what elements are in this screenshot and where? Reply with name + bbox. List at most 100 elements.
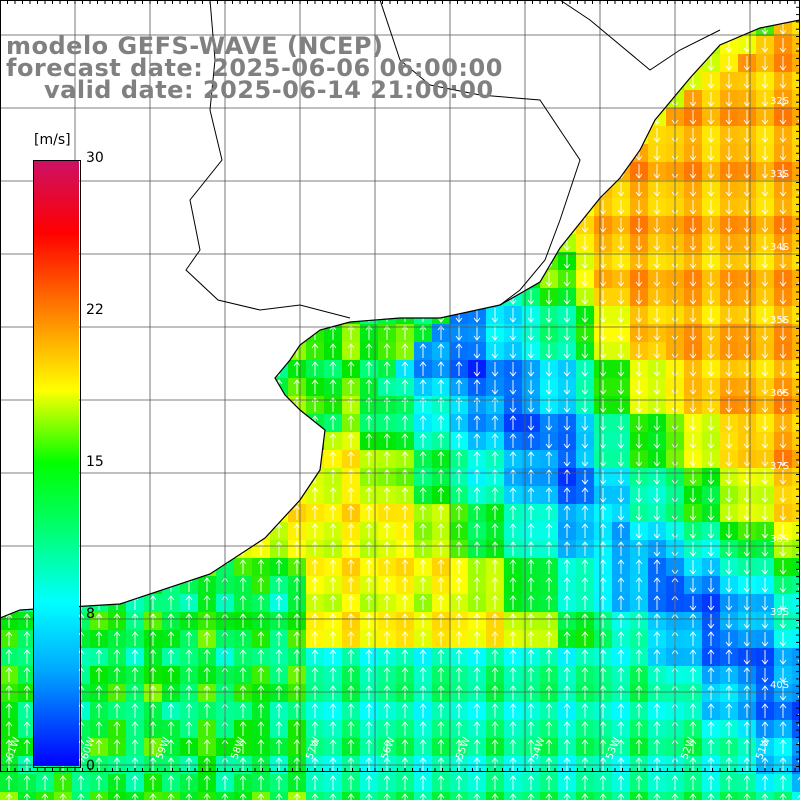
wind-cell [180, 108, 198, 126]
wind-arrow [203, 181, 211, 196]
forecast-date: forecast date: 2025-06-06 06:00:00 [6, 54, 503, 82]
wind-arrow [455, 290, 463, 305]
wind-arrow [599, 92, 607, 107]
river-border [185, 0, 721, 319]
wind-arrow [437, 343, 445, 358]
wind-cell [198, 414, 216, 432]
wind-cell [90, 360, 108, 378]
wind-arrow [185, 235, 193, 250]
wind-arrow [275, 613, 283, 628]
wind-cell [396, 36, 414, 54]
wind-cell [144, 126, 162, 144]
wind-arrow [635, 524, 643, 539]
wind-arrow [653, 218, 661, 233]
wind-arrow [329, 200, 337, 215]
wind-arrow [293, 793, 301, 800]
wind-arrow [131, 217, 139, 232]
wind-arrow [131, 127, 139, 142]
wind-cell [252, 162, 270, 180]
wind-arrow [437, 236, 445, 251]
wind-arrow [545, 362, 553, 377]
wind-arrow [707, 649, 715, 664]
wind-arrow [761, 362, 769, 377]
wind-arrow [383, 577, 391, 592]
wind-arrow [779, 344, 787, 359]
wind-arrow [563, 20, 571, 35]
wind-cell [180, 558, 198, 576]
wind-arrow [563, 703, 571, 718]
wind-arrow [689, 326, 697, 341]
wind-arrow [725, 56, 733, 71]
wind-arrow [401, 325, 409, 340]
wind-cell [486, 108, 504, 126]
wind-arrow [509, 92, 517, 107]
wind-arrow [707, 578, 715, 593]
wind-cell [342, 234, 360, 252]
wind-arrow [41, 145, 49, 160]
wind-arrow [203, 649, 211, 664]
wind-arrow [257, 181, 265, 196]
wind-arrow [509, 254, 517, 269]
wind-arrow [437, 793, 445, 800]
wind-cell [270, 342, 288, 360]
wind-arrow [437, 164, 445, 179]
wind-arrow [437, 415, 445, 430]
wind-cell [162, 180, 180, 198]
wind-cell [0, 378, 18, 396]
wind-arrow [257, 433, 265, 448]
wind-cell [306, 108, 324, 126]
wind-cell [252, 270, 270, 288]
wind-arrow [23, 433, 31, 448]
wind-cell [288, 180, 306, 198]
wind-arrow [509, 703, 517, 718]
wind-arrow [455, 739, 463, 754]
wind-cell [342, 252, 360, 270]
wind-arrow [113, 271, 121, 286]
wind-arrow [167, 379, 175, 394]
wind-arrow [563, 380, 571, 395]
wind-arrow [402, 2, 408, 16]
wind-arrow [617, 470, 625, 485]
wind-arrow [455, 128, 463, 143]
wind-arrow [275, 128, 283, 143]
wind-arrow [617, 38, 625, 53]
wind-arrow [689, 218, 697, 233]
wind-cell [108, 198, 126, 216]
wind-arrow [545, 326, 553, 341]
wind-arrow [473, 164, 481, 179]
wind-arrow [491, 344, 499, 359]
wind-arrow [257, 343, 265, 358]
wind-arrow [23, 379, 31, 394]
wind-arrow [473, 200, 481, 215]
wind-cell [108, 0, 126, 18]
wind-cell [198, 216, 216, 234]
wind-arrow [203, 109, 211, 124]
wind-arrow [744, 2, 750, 16]
wind-arrow [113, 703, 121, 718]
wind-arrow [491, 505, 499, 520]
wind-arrow [707, 272, 715, 287]
wind-arrow [347, 541, 355, 556]
wind-arrow [329, 775, 337, 790]
wind-arrow [509, 182, 517, 197]
wind-arrow [239, 523, 247, 538]
wind-cell [162, 414, 180, 432]
wind-arrow [509, 218, 517, 233]
wind-arrow [149, 379, 157, 394]
wind-arrow [455, 146, 463, 161]
wind-cell [306, 180, 324, 198]
wind-cell [792, 486, 800, 504]
wind-arrow [365, 200, 373, 215]
wind-arrow [167, 685, 175, 700]
wind-arrow [635, 218, 643, 233]
wind-arrow [149, 523, 157, 538]
wind-arrow [653, 254, 661, 269]
wind-arrow [275, 469, 283, 484]
wind-arrow [365, 146, 373, 161]
wind-arrow [563, 793, 571, 800]
wind-arrow [473, 541, 481, 556]
wind-cell [198, 342, 216, 360]
wind-arrow [23, 199, 31, 214]
wind-cell [0, 126, 18, 144]
wind-arrow [149, 127, 157, 142]
